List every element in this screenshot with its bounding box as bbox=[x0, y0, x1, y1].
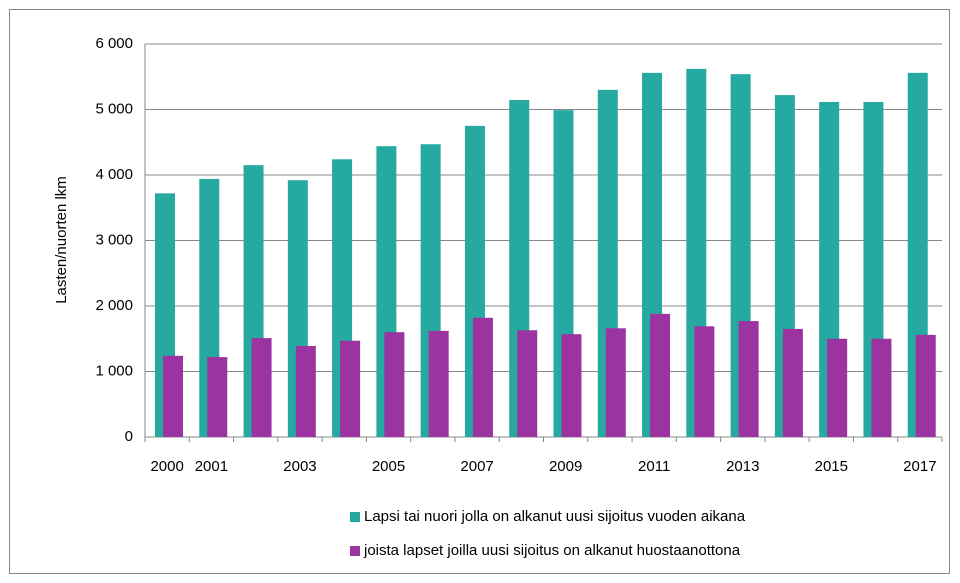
bar bbox=[650, 313, 671, 437]
y-tick-label: 5 000 bbox=[95, 100, 133, 117]
bar bbox=[827, 338, 848, 437]
bar bbox=[517, 330, 538, 437]
y-axis-label: Lasten/nuorten lkm bbox=[53, 176, 70, 304]
legend-label: joista lapset joilla uusi sijoitus on al… bbox=[363, 542, 741, 559]
bar bbox=[871, 338, 892, 437]
bar bbox=[251, 338, 272, 437]
bar bbox=[207, 357, 228, 437]
y-tick-label: 2 000 bbox=[95, 297, 133, 314]
x-tick-label: 2003 bbox=[283, 458, 316, 475]
bar bbox=[782, 328, 803, 437]
bar bbox=[163, 355, 183, 437]
bar bbox=[738, 321, 759, 437]
y-tick-label: 1 000 bbox=[95, 362, 133, 379]
bar bbox=[561, 334, 582, 437]
bar bbox=[472, 317, 493, 437]
legend-swatch bbox=[350, 546, 360, 556]
bar bbox=[428, 330, 449, 437]
x-tick-label: 2001 bbox=[195, 458, 228, 475]
y-tick-label: 6 000 bbox=[95, 35, 133, 52]
bar bbox=[915, 334, 936, 437]
x-tick-label: 2000 bbox=[150, 458, 183, 475]
bar bbox=[694, 326, 715, 437]
x-tick-label: 2005 bbox=[372, 458, 405, 475]
legend-label: Lapsi tai nuori jolla on alkanut uusi si… bbox=[364, 508, 746, 525]
bar bbox=[340, 340, 361, 437]
x-tick-label: 2011 bbox=[638, 458, 670, 475]
x-tick-label: 2017 bbox=[903, 458, 936, 475]
y-tick-label: 4 000 bbox=[95, 166, 133, 183]
bar bbox=[605, 328, 626, 437]
x-tick-label: 2015 bbox=[815, 458, 848, 475]
bar bbox=[384, 332, 405, 437]
y-tick-label: 0 bbox=[125, 428, 133, 445]
legend-swatch bbox=[350, 512, 360, 522]
x-tick-label: 2013 bbox=[726, 458, 759, 475]
bar bbox=[295, 345, 316, 437]
y-tick-label: 3 000 bbox=[95, 231, 133, 248]
x-tick-label: 2007 bbox=[460, 458, 493, 475]
x-tick-label: 2009 bbox=[549, 458, 582, 475]
